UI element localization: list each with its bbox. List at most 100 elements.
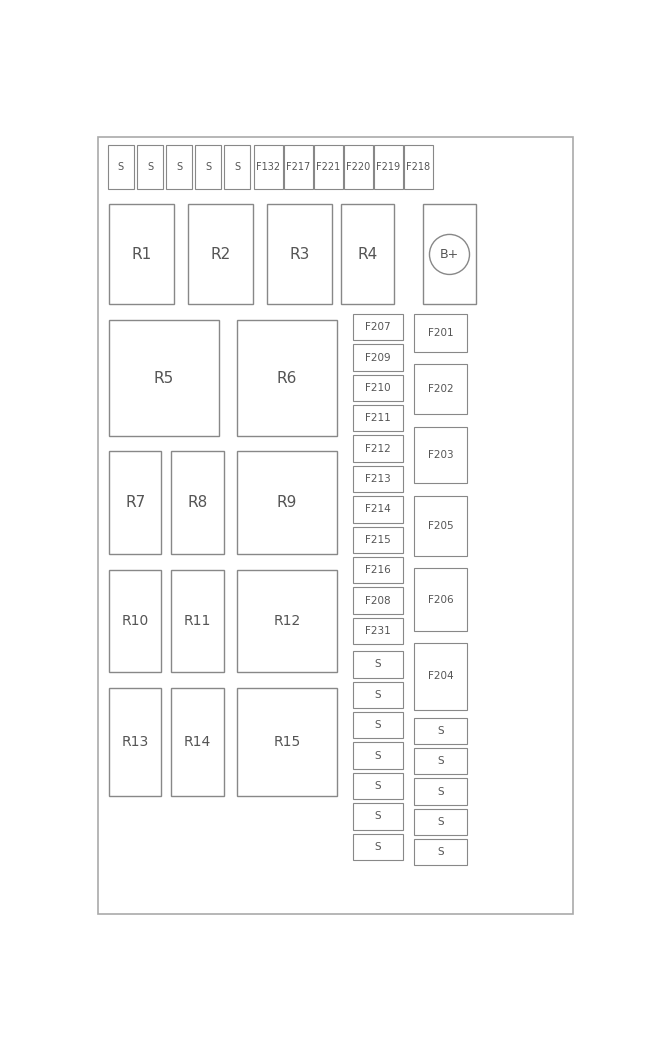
Text: S: S [375,720,382,730]
Bar [353,496,403,522]
Text: F206: F206 [428,595,453,605]
Bar [109,688,161,796]
Text: F231: F231 [365,626,391,636]
Bar [404,144,433,189]
Text: R8: R8 [187,495,207,510]
Bar [267,204,332,304]
Bar [353,526,403,553]
Bar [353,651,403,678]
Text: F220: F220 [346,162,370,171]
Bar [254,144,283,189]
Bar [353,712,403,738]
Bar [414,496,467,556]
Text: F216: F216 [365,565,391,575]
Bar [353,405,403,432]
Bar [344,144,372,189]
Text: F205: F205 [428,521,453,531]
Text: R9: R9 [277,495,297,510]
Bar [353,466,403,492]
Text: S: S [375,659,382,670]
Bar [423,204,476,304]
Bar [414,748,467,774]
Text: S: S [118,162,124,171]
Text: S: S [375,812,382,821]
Text: R12: R12 [274,613,301,628]
Text: S: S [234,162,240,171]
Bar [414,809,467,836]
Text: R4: R4 [358,247,378,262]
Text: F218: F218 [406,162,430,171]
Text: R13: R13 [122,735,149,749]
Bar [341,204,394,304]
Bar [137,144,163,189]
Bar [414,363,467,414]
Text: R11: R11 [183,613,211,628]
Text: F210: F210 [365,383,391,393]
Text: F211: F211 [365,413,391,424]
Text: S: S [437,726,444,736]
Bar [353,313,403,340]
Text: S: S [375,750,382,761]
Text: S: S [205,162,211,171]
Text: R1: R1 [131,247,151,262]
Text: S: S [375,781,382,791]
Bar [353,557,403,583]
Bar [414,644,467,710]
Text: R10: R10 [122,613,149,628]
Text: F132: F132 [256,162,280,171]
Bar [353,618,403,644]
Bar [171,570,224,672]
Bar [414,839,467,866]
Text: B+: B+ [440,248,459,261]
Bar [109,321,219,436]
Bar [414,778,467,804]
Bar [414,427,467,483]
Bar [188,204,253,304]
Text: R14: R14 [183,735,211,749]
Text: F203: F203 [428,449,453,460]
Bar [237,688,337,796]
Bar [108,144,134,189]
Bar [171,688,224,796]
Text: S: S [147,162,153,171]
Bar [109,204,174,304]
Text: R3: R3 [289,247,310,262]
Text: F221: F221 [317,162,341,171]
Bar [353,742,403,769]
Bar [195,144,221,189]
Bar [284,144,313,189]
Text: R5: R5 [154,371,174,386]
Bar [166,144,192,189]
Bar [171,452,224,553]
Text: F215: F215 [365,535,391,545]
Bar [353,682,403,708]
Bar [353,436,403,462]
Bar [353,803,403,829]
Text: R15: R15 [274,735,301,749]
Text: F207: F207 [365,322,391,332]
Bar [237,321,337,436]
Text: F208: F208 [365,596,391,605]
Bar [353,345,403,371]
Text: F219: F219 [376,162,400,171]
Bar [237,570,337,672]
Bar [314,144,343,189]
Bar [237,452,337,553]
Bar [414,717,467,744]
Text: S: S [375,690,382,700]
Text: S: S [375,842,382,852]
Text: F217: F217 [286,162,311,171]
Text: R6: R6 [277,371,297,386]
Text: F209: F209 [365,353,391,362]
Text: S: S [176,162,182,171]
Bar [374,144,403,189]
Text: S: S [437,817,444,827]
Text: F213: F213 [365,474,391,484]
Bar [353,772,403,799]
Bar [353,834,403,859]
Bar [224,144,250,189]
Text: F201: F201 [428,328,453,337]
Text: F212: F212 [365,443,391,454]
Bar [414,313,467,352]
Bar [353,588,403,613]
